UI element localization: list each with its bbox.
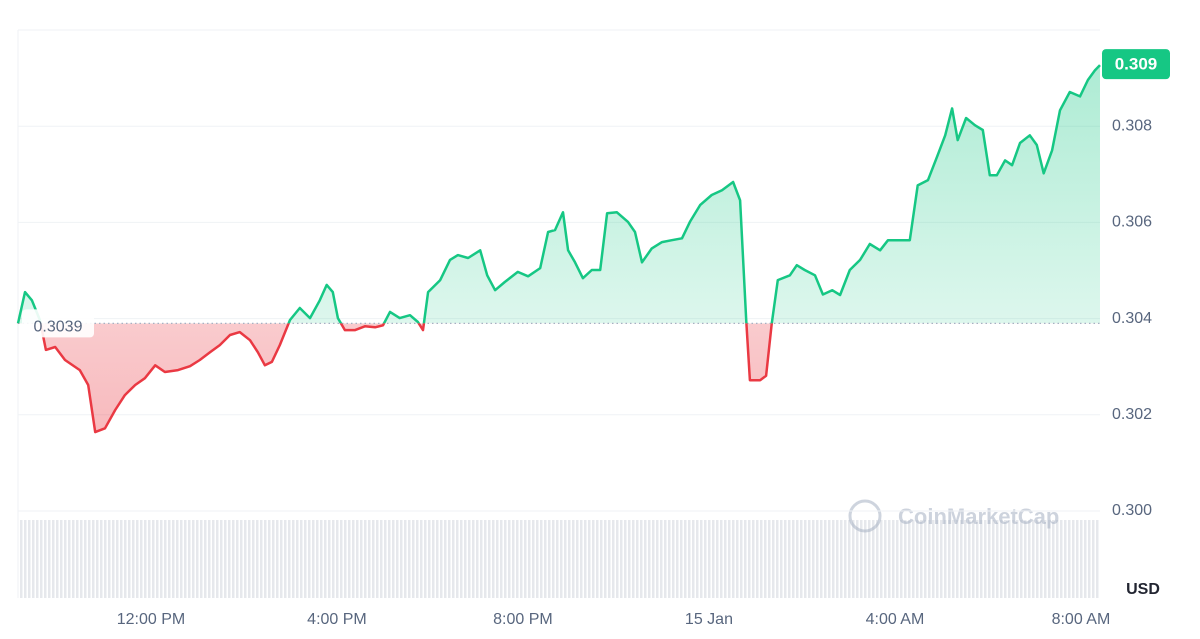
- x-tick-label: 15 Jan: [685, 611, 733, 628]
- watermark-text: CoinMarketCap: [898, 504, 1059, 529]
- watermark-logo: [848, 499, 882, 533]
- y-axis-label: USD: [1126, 581, 1160, 598]
- area-up: [18, 65, 1100, 324]
- price-line-up: [16, 64, 1101, 324]
- volume-area: [18, 520, 1100, 598]
- area-down: [40, 323, 772, 433]
- y-tick-label: 0.306: [1112, 214, 1152, 231]
- watermark: CoinMarketCap: [848, 499, 1059, 533]
- baseline-label-box: [22, 309, 94, 338]
- x-tick-label: 4:00 AM: [866, 611, 925, 628]
- y-tick-label: 0.304: [1112, 310, 1152, 327]
- x-tick-label: 8:00 PM: [493, 611, 553, 628]
- baseline-label: 0.3039: [34, 319, 83, 336]
- plot: 0.300 0.302 0.304 0.306 0.308 12:00 PM 4:00 PM…: [16, 49, 1170, 628]
- last-value-box: [1102, 49, 1170, 80]
- x-tick-label: 12:00 PM: [117, 611, 185, 628]
- x-tick-label: 8:00 AM: [1052, 611, 1111, 628]
- y-tick-label: 0.300: [1112, 502, 1152, 519]
- y-tick-label: 0.308: [1112, 117, 1152, 134]
- y-tick-label: 0.302: [1112, 406, 1152, 423]
- price-line-down: [18, 323, 774, 434]
- last-value-label: 0.309: [1115, 55, 1158, 74]
- x-tick-label: 4:00 PM: [307, 611, 367, 628]
